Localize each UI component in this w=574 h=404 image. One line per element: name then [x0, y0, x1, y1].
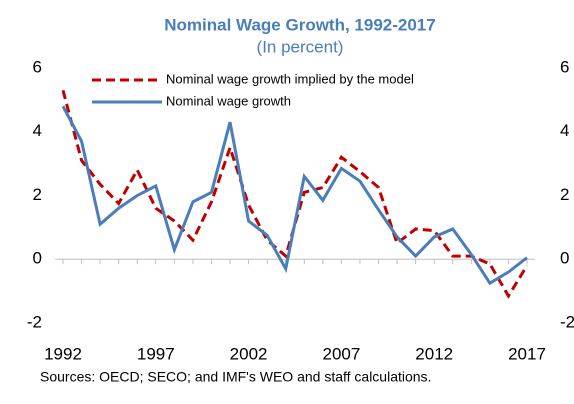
y-tick-label: -2: [27, 312, 42, 331]
x-tick-label: 1997: [137, 344, 175, 363]
series-line: [61, 89, 529, 299]
x-tick-label: 2002: [230, 344, 268, 363]
y2-tick-label: 2: [560, 185, 569, 204]
y2-tick-label: 6: [560, 57, 569, 76]
y-tick-label: 6: [33, 57, 42, 76]
chart-subtitle: (In percent): [257, 37, 344, 56]
x-tick-label: 2012: [415, 344, 453, 363]
y2-tick-label: -2: [560, 312, 574, 331]
y-tick-label: 4: [33, 121, 42, 140]
y-tick-label: 0: [33, 249, 42, 268]
y-tick-label: 2: [33, 185, 42, 204]
legend-label: Nominal wage growth implied by the model: [166, 71, 414, 86]
x-tick-label: 2007: [322, 344, 360, 363]
legend-label: Nominal wage growth: [166, 93, 291, 108]
series-line: [61, 105, 528, 286]
x-tick-label: 1992: [44, 344, 82, 363]
x-tick-label: 2017: [508, 344, 546, 363]
y2-tick-label: 4: [560, 121, 569, 140]
y2-tick-label: 0: [560, 249, 569, 268]
source-note: Sources: OECD; SECO; and IMF's WEO and s…: [40, 369, 431, 385]
chart-title: Nominal Wage Growth, 1992-2017: [164, 15, 435, 34]
